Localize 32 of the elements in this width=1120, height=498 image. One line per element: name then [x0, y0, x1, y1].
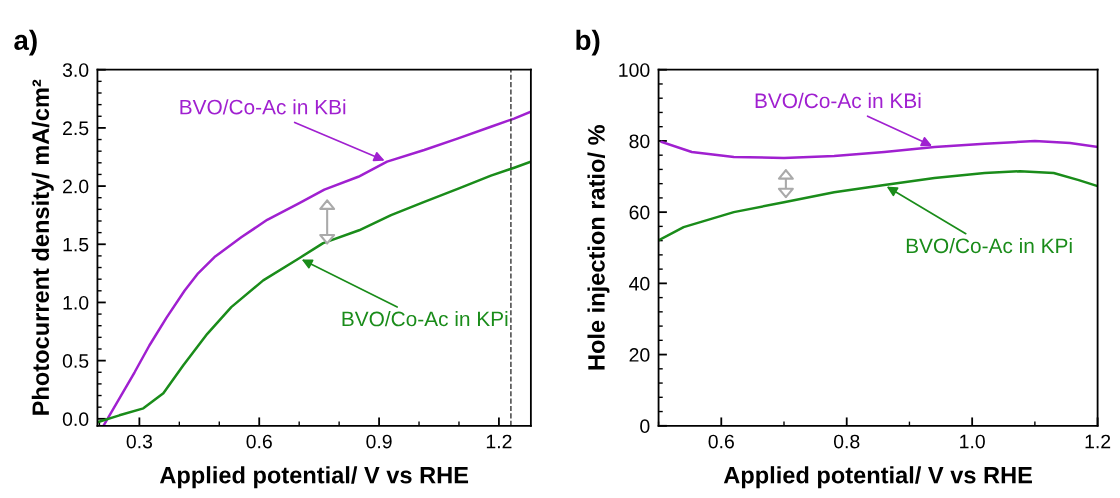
- x-tick-label: 1.2: [486, 434, 512, 449]
- annotation: BVO/Co-Ac in KBi: [180, 99, 346, 115]
- y-tick-label: 20: [629, 348, 650, 362]
- line-series: [660, 139, 1098, 160]
- x-tick-label: 0.6: [708, 434, 734, 449]
- y-tick-label: 0.0: [62, 412, 89, 427]
- x-axis-title: Applied potential/ V vs RHE: [723, 466, 1032, 489]
- x-tick-label: 0.3: [126, 434, 153, 449]
- y-tick-label: 100: [619, 63, 650, 77]
- annotation: BVO/Co-Ac in KPi: [906, 237, 1072, 254]
- x-tick-label: 1.2: [1085, 434, 1111, 449]
- x-tick-label: 0.9: [366, 434, 392, 449]
- chart-title: b): [576, 29, 600, 56]
- x-axis-title: Applied potential/ V vs RHE: [159, 466, 469, 489]
- y-tick-label: 40: [629, 276, 650, 291]
- y-tick-label: 2.0: [63, 179, 89, 194]
- y-tick-label: 0: [640, 419, 650, 434]
- y-tick-label: 3.0: [62, 63, 89, 77]
- y-tick-label: 0.5: [62, 354, 89, 368]
- y-tick-label: 80: [629, 134, 650, 149]
- y-axis-title: Hole injection ratio/ %: [587, 125, 610, 370]
- x-tick-label: 0.8: [833, 434, 860, 449]
- x-tick-label: 0.6: [246, 434, 272, 449]
- y-tick-label: 1.5: [63, 237, 89, 252]
- annotation: BVO/Co-Ac in KBi: [755, 92, 921, 109]
- y-axis-title: Photocurrent density/ mA/cm²: [31, 79, 54, 415]
- y-tick-label: 1.0: [63, 295, 89, 310]
- annotation: BVO/Co-Ac in KPi: [342, 311, 508, 327]
- y-tick-label: 60: [629, 205, 650, 220]
- chart-title: a): [14, 29, 37, 56]
- y-tick-label: 2.5: [63, 121, 89, 136]
- x-tick-label: 1.0: [960, 434, 985, 449]
